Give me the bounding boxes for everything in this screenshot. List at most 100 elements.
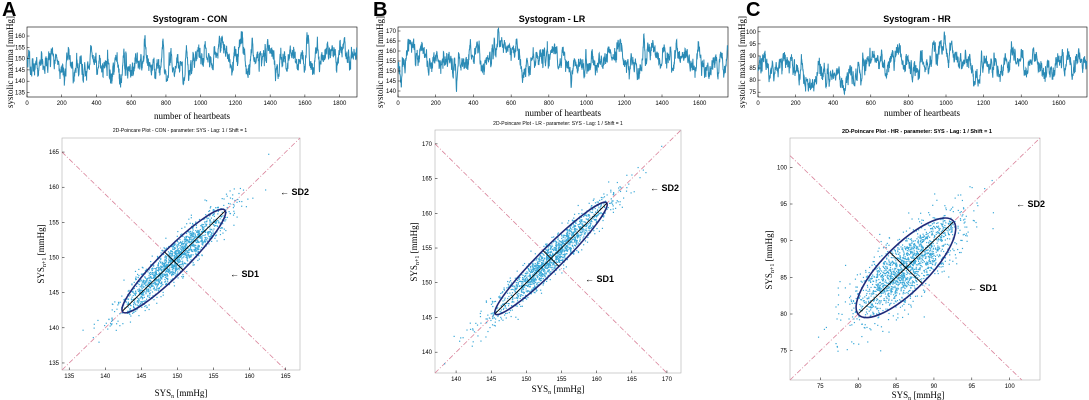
poincare-a-point	[164, 265, 166, 267]
poincare-a-point	[157, 263, 160, 265]
poincare-b-point	[490, 313, 492, 315]
poincare-a-point	[181, 254, 183, 256]
poincare-b-point	[577, 235, 580, 237]
poincare-c-point	[884, 274, 886, 277]
poincare-a-point	[182, 263, 184, 266]
poincare-c-point	[908, 250, 910, 252]
poincare-c-point	[890, 269, 892, 271]
poincare-b-point	[503, 288, 505, 291]
poincare-c-point	[925, 264, 927, 266]
poincare-c-point	[865, 289, 867, 291]
poincare-c-point	[888, 279, 890, 281]
poincare-a-point	[149, 292, 151, 294]
poincare-a-point	[133, 300, 136, 302]
poincare-c-point	[893, 277, 895, 279]
poincare-a-point	[155, 288, 157, 290]
poincare-b-point	[558, 248, 560, 250]
poincare-b-point	[518, 280, 520, 283]
poincare-b-point	[590, 219, 592, 222]
poincare-b-point	[563, 242, 566, 245]
poincare-c-point	[891, 282, 893, 284]
systogram-b-ytick-label-2: 150	[386, 69, 397, 75]
poincare-b-point	[505, 302, 508, 304]
poincare-b-point	[551, 245, 554, 247]
poincare-b-point	[579, 226, 581, 228]
poincare-a-point	[157, 256, 159, 258]
poincare-c-point	[940, 236, 942, 238]
poincare-c-point	[865, 269, 867, 272]
poincare-a-point	[185, 244, 188, 246]
poincare-a-point	[202, 242, 204, 244]
poincare-c-point	[915, 266, 917, 268]
poincare-c-point	[882, 282, 884, 285]
poincare-c-point	[865, 271, 867, 273]
poincare-b-point	[548, 257, 550, 260]
poincare-c-point	[908, 289, 910, 292]
poincare-c-point	[879, 303, 881, 305]
poincare-c-point	[908, 244, 911, 246]
poincare-a-point	[164, 248, 166, 250]
poincare-a-point	[153, 274, 156, 277]
poincare-c-point	[909, 238, 911, 241]
poincare-c-point	[898, 248, 900, 250]
poincare-b-point	[558, 258, 560, 260]
poincare-b-point	[566, 240, 569, 242]
poincare-a-point	[190, 236, 192, 238]
poincare-c-point	[963, 208, 965, 210]
poincare-a-sd2-label: ← SD2	[280, 187, 309, 197]
poincare-b-point	[596, 201, 598, 203]
poincare-b-point	[519, 294, 521, 296]
poincare-c-point	[942, 224, 944, 226]
poincare-b-point	[557, 259, 560, 262]
poincare-b-point	[543, 257, 546, 259]
poincare-b-point	[589, 215, 591, 217]
poincare-c-point	[890, 262, 892, 264]
poincare-a-point	[176, 267, 178, 269]
poincare-c-point	[962, 207, 965, 209]
poincare-b-point	[566, 230, 568, 232]
poincare-b-point	[519, 285, 521, 287]
poincare-c-point	[884, 281, 886, 283]
poincare-a-point	[201, 243, 203, 245]
poincare-c-point	[927, 235, 929, 238]
poincare-b-point	[498, 320, 500, 322]
poincare-a-point	[190, 259, 192, 261]
poincare-a-point	[188, 242, 190, 244]
poincare-a-point	[172, 273, 174, 275]
poincare-c-point	[925, 247, 927, 249]
poincare-a-point	[233, 203, 235, 206]
poincare-b-point	[541, 257, 544, 260]
poincare-c-point	[894, 258, 896, 260]
poincare-b-point	[565, 246, 568, 248]
poincare-a-point	[175, 249, 177, 252]
poincare-c-point	[886, 276, 888, 278]
poincare-c-point	[917, 242, 919, 244]
poincare-c-point	[948, 276, 950, 278]
poincare-b-point	[604, 212, 606, 214]
poincare-a-point	[152, 273, 154, 275]
poincare-c-point	[870, 307, 872, 309]
poincare-c-point	[870, 300, 872, 302]
poincare-b-point	[559, 244, 561, 246]
poincare-b-point	[536, 262, 539, 264]
poincare-c-point	[902, 285, 904, 288]
poincare-a-point	[137, 276, 139, 279]
poincare-c-point	[930, 240, 932, 243]
poincare-c-point	[884, 285, 886, 287]
poincare-a-point	[189, 241, 191, 243]
poincare-b-point	[584, 229, 586, 231]
poincare-b-point	[537, 262, 539, 264]
poincare-a-point	[189, 246, 192, 248]
poincare-b-point	[546, 258, 548, 260]
poincare-a-point	[163, 274, 166, 276]
poincare-b-point	[524, 281, 526, 283]
poincare-b-point	[591, 218, 593, 220]
poincare-a-point	[160, 277, 162, 279]
poincare-c-point	[854, 302, 856, 304]
poincare-a-point	[117, 304, 119, 306]
poincare-b-point	[528, 286, 530, 288]
poincare-b-point	[527, 284, 529, 286]
poincare-c-point	[864, 296, 866, 298]
poincare-c-point	[887, 294, 889, 296]
poincare-c-point	[879, 289, 881, 291]
